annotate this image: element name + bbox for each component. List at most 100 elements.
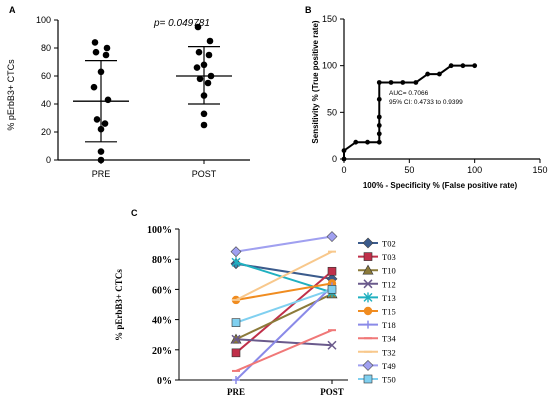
- panel-b-point: [341, 156, 347, 162]
- panel-c-series-t50: [231, 285, 337, 327]
- legend-label: T02: [382, 239, 396, 249]
- legend-item-t10: T10: [358, 264, 396, 276]
- legend-label: T50: [382, 375, 396, 385]
- panel-c-point-stroke: [231, 334, 241, 344]
- panel-a-point: [102, 51, 110, 59]
- legend-label: T13: [382, 293, 396, 303]
- panel-b-ytick-label: 0: [332, 154, 337, 164]
- panel-a-point: [97, 68, 105, 76]
- panel-a-point: [196, 75, 204, 83]
- panel-b-point: [376, 114, 382, 120]
- panel-b-ylabel: Sensitivity % (True positive rate): [311, 20, 320, 143]
- panel-b-point: [472, 63, 478, 69]
- legend-item-t49: T49: [358, 359, 396, 371]
- panel-b-ytick-label: 150: [322, 14, 337, 24]
- panel-a-xtick-label: POST: [192, 169, 217, 179]
- panel-b-xtick-label: 150: [532, 165, 547, 175]
- panel-a-point: [200, 92, 208, 99]
- panel-b-point: [436, 71, 442, 77]
- panel-b-point: [365, 139, 370, 145]
- legend-label: T32: [382, 347, 396, 357]
- panel-label-a: A: [9, 5, 16, 15]
- legend-item-t02: T02: [358, 237, 396, 249]
- panel-b-point: [413, 80, 419, 85]
- panel-a-point: [90, 83, 98, 91]
- panel-b-point: [425, 71, 431, 77]
- panel-b-point: [388, 80, 394, 85]
- panel-c-ytick-label: 0%: [157, 376, 172, 387]
- panel-c-xtick-label: PRE: [227, 387, 245, 397]
- panel-b-point: [353, 139, 359, 145]
- panel-c-series-line: [235, 250, 333, 301]
- panel-a-point: [195, 48, 203, 56]
- legend-label: T10: [382, 266, 396, 276]
- panel-b-ytick-label: 50: [327, 107, 337, 117]
- legend-item-t50: T50: [358, 375, 396, 385]
- panel-b-point: [400, 80, 406, 85]
- legend-swatch-marker: [362, 237, 374, 249]
- panel-c-point: [231, 334, 241, 344]
- panel-a-ytick-label: 0: [46, 155, 51, 165]
- legend-item-t15: T15: [358, 307, 396, 317]
- chart-panel-a: % pErbB3+ CTCs p= 0.049781 0 20 40 60 80 100 P…: [6, 15, 250, 179]
- panel-b-auc: AUC= 0.7066: [389, 90, 429, 97]
- panel-c-ytick-label: 80%: [152, 255, 172, 266]
- legend-label: T15: [382, 307, 396, 317]
- legend-label: T18: [382, 320, 396, 330]
- panel-b-point: [376, 96, 382, 102]
- panel-a-point: [91, 39, 99, 46]
- panel-c-series-t49: [230, 231, 338, 258]
- panel-a-ytick-label: 60: [41, 71, 51, 81]
- panel-b-point: [376, 131, 382, 137]
- panel-b-point: [376, 139, 382, 145]
- legend-label: T12: [382, 279, 396, 289]
- panel-b-point: [448, 63, 454, 69]
- panel-c-series-t34: [232, 329, 336, 372]
- panel-label-c: C: [131, 208, 138, 218]
- legend-item-t03: T03: [358, 252, 396, 262]
- panel-c-ytick-label: 100%: [147, 225, 172, 236]
- panel-c-series-line: [235, 338, 333, 347]
- panel-c-point: [327, 285, 337, 294]
- panel-b-ci: 95% CI: 0.4733 to 0.9399: [389, 99, 463, 106]
- panel-a-ytick-label: 80: [41, 43, 51, 53]
- panel-c-series-line: [235, 261, 333, 294]
- panel-a-ytick-label: 100: [36, 15, 51, 25]
- panel-label-b: B: [305, 5, 312, 15]
- panel-a-point: [205, 51, 213, 59]
- legend-swatch-marker: [363, 374, 373, 384]
- legend-label: T03: [382, 252, 396, 262]
- panel-a-ylabel: % pErbB3+ CTCs: [6, 59, 16, 131]
- panel-b-xtick-label: 100: [467, 165, 482, 175]
- panel-a-point: [207, 72, 215, 80]
- panel-c-point: [232, 376, 240, 384]
- panel-c-ylabel: % pErbB3+ CTCs: [114, 269, 124, 341]
- panel-a-point: [104, 96, 112, 104]
- panel-c-series-t12: [231, 334, 337, 350]
- panel-c-series-t03: [231, 266, 337, 358]
- panel-a-point: [200, 61, 208, 69]
- legend-item-t32: T32: [358, 347, 396, 357]
- panel-b-point: [376, 123, 382, 128]
- panel-a-ytick-label: 40: [41, 99, 51, 109]
- legend-item-t12: T12: [358, 279, 396, 289]
- panel-a-ytick-label: 20: [41, 127, 51, 137]
- panel-c-point: [230, 246, 242, 258]
- panel-b-roc-line: [343, 64, 475, 159]
- panel-c-ytick-label: 20%: [152, 346, 172, 357]
- chart-panel-c: % pErbB3+ CTCs 0% 20% 40% 60% 80% 100% PRE POST…: [114, 225, 396, 397]
- chart-panel-b: Sensitivity % (True positive rate) 100% …: [311, 14, 548, 190]
- legend-swatch-marker: [362, 359, 374, 371]
- panel-a-point: [193, 64, 201, 71]
- panel-c-series-t32: [232, 250, 336, 301]
- panel-a-point: [97, 125, 105, 133]
- panel-b-point: [376, 80, 382, 85]
- panel-a-point: [206, 37, 214, 45]
- panel-c-series-line: [235, 235, 333, 253]
- panel-a-point: [97, 156, 105, 164]
- panel-a-point: [92, 48, 100, 56]
- legend-label: T34: [382, 334, 396, 344]
- panel-c-series-line: [235, 288, 333, 324]
- panel-c-ytick-label: 60%: [152, 285, 172, 296]
- panel-b-xtick-label: 0: [341, 165, 346, 175]
